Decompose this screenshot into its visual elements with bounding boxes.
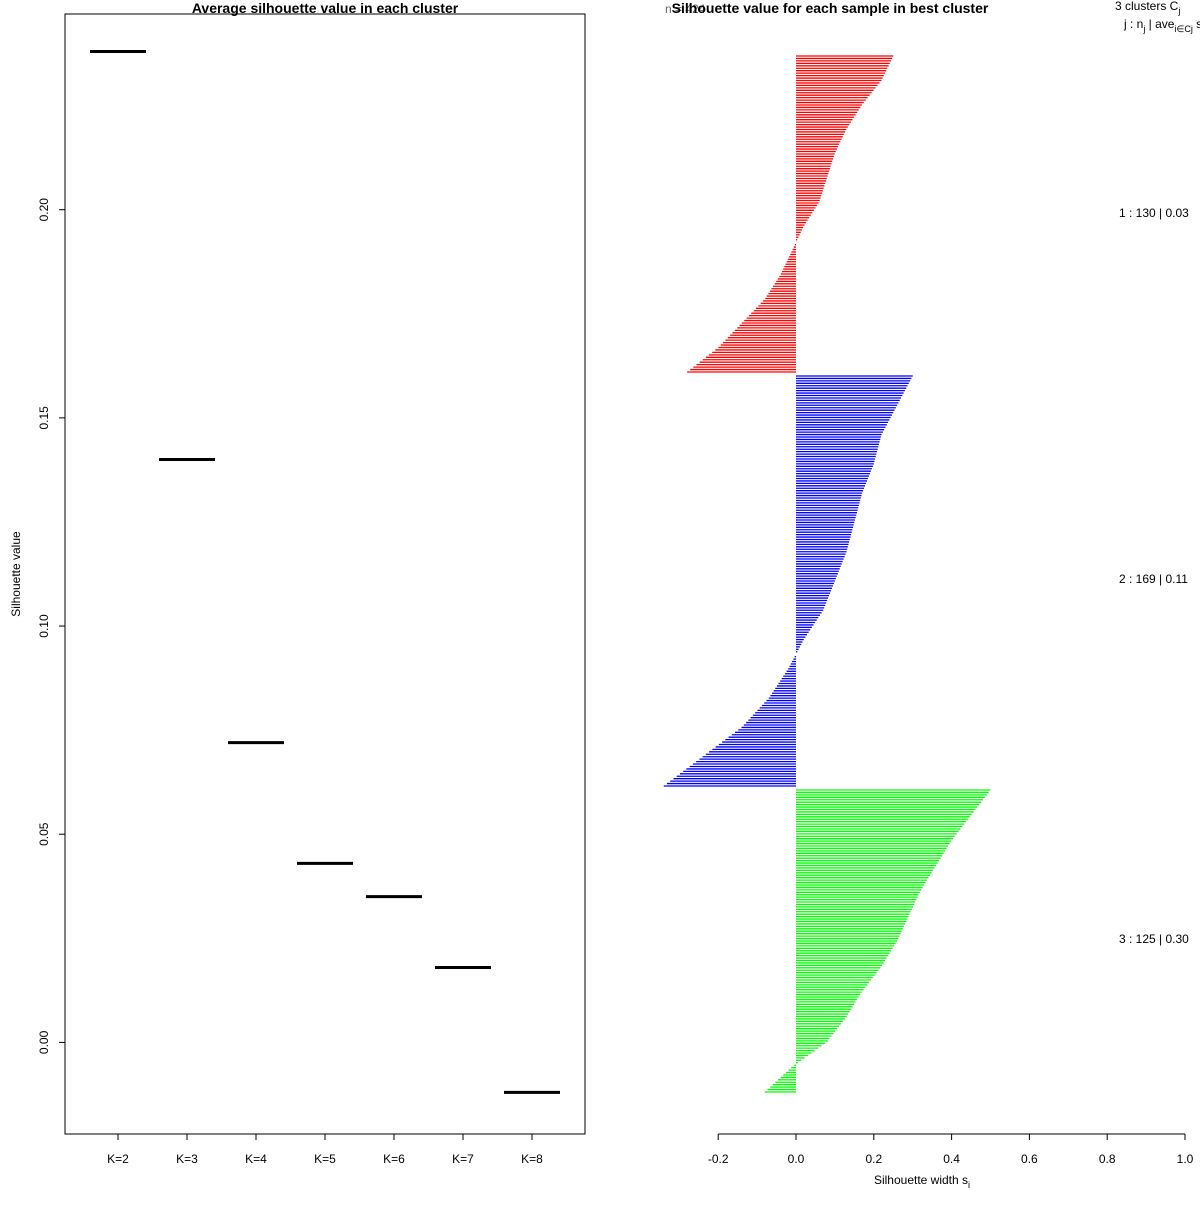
left-marks <box>90 49 560 1094</box>
left-title: Average silhouette value in each cluster <box>192 0 459 16</box>
left-x-tick-label: K=3 <box>176 1152 198 1166</box>
right-x-label-sub: i <box>968 1180 970 1190</box>
left-x-tick-label: K=4 <box>245 1152 267 1166</box>
right-x-tick-label: 0.0 <box>788 1152 805 1166</box>
summary-header-line1: 3 clusters Cj <box>1115 0 1180 16</box>
right-x-tick-label: -0.2 <box>708 1152 729 1166</box>
right-x-tick-label: 0.8 <box>1099 1152 1116 1166</box>
left-x-axis: K=2 K=3 K=4 K=5 K=6 K=7 K=8 <box>107 1134 543 1166</box>
left-x-tick-label: K=5 <box>314 1152 336 1166</box>
left-x-tick-label: K=6 <box>383 1152 405 1166</box>
cluster-summary-label: 2 : 169 | 0.11 <box>1119 572 1188 586</box>
summary-header-line2-c: s <box>1193 17 1200 31</box>
right-cluster-labels: 1 : 130 | 0.03 2 : 169 | 0.11 3 : 125 | 0.… <box>1119 206 1189 946</box>
left-x-tick-label: K=8 <box>521 1152 543 1166</box>
left-x-tick-label: K=7 <box>452 1152 474 1166</box>
right-x-label: Silhouette width si <box>874 1173 970 1190</box>
left-panel: Average silhouette value in each cluster… <box>9 0 586 1166</box>
right-x-tick-label: 0.4 <box>943 1152 960 1166</box>
left-y-label: Silhouette value <box>9 531 23 617</box>
right-bars <box>663 55 991 1093</box>
left-y-tick-label: 0.00 <box>37 1030 51 1054</box>
left-y-axis: 0.00 0.05 0.10 0.15 0.20 <box>37 198 65 1054</box>
sample-count-label: n = 424 <box>665 2 706 16</box>
left-x-tick-label: K=2 <box>107 1152 129 1166</box>
summary-header-line1-text: 3 clusters C <box>1115 0 1179 13</box>
right-x-tick-label: 0.6 <box>1021 1152 1038 1166</box>
summary-header-line1-sub: j <box>1177 6 1180 16</box>
right-x-tick-label: 0.2 <box>865 1152 882 1166</box>
summary-header-line2-sub2: i∈Cj <box>1174 24 1192 34</box>
right-title: Silhouette value for each sample in best… <box>672 0 989 16</box>
summary-header-line2: j : nj | avei∈Cj s <box>1123 17 1200 34</box>
cluster-summary-label: 3 : 125 | 0.30 <box>1119 932 1189 946</box>
summary-header-line2-b: | ave <box>1145 17 1174 31</box>
left-plot-frame <box>64 13 586 1135</box>
right-x-label-text: Silhouette width s <box>874 1173 968 1187</box>
left-y-tick-label: 0.15 <box>37 406 51 430</box>
left-y-tick-label: 0.20 <box>37 198 51 222</box>
cluster-summary-label: 1 : 130 | 0.03 <box>1119 206 1189 220</box>
right-panel: n = 424 Silhouette value for each sample… <box>663 0 1200 1190</box>
summary-header-line2-a: j : n <box>1123 17 1143 31</box>
left-y-tick-label: 0.05 <box>37 822 51 846</box>
right-x-tick-label: 1.0 <box>1177 1152 1194 1166</box>
summary-header-line2-sub1: j <box>1142 24 1145 34</box>
right-x-axis: -0.2 0.0 0.2 0.4 0.6 0.8 1.0 <box>708 1133 1194 1166</box>
left-y-tick-label: 0.10 <box>37 614 51 638</box>
